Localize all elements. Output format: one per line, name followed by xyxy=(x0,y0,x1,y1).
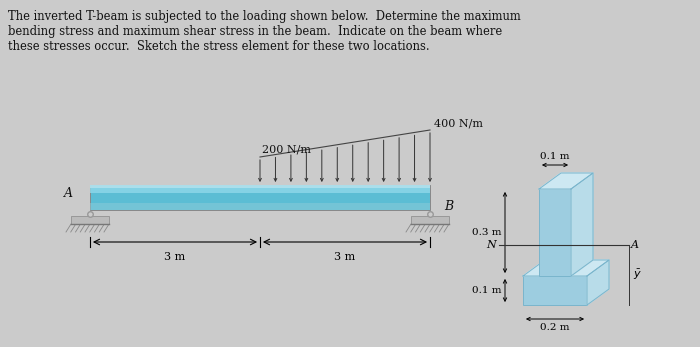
Polygon shape xyxy=(571,173,593,276)
Bar xyxy=(90,185,430,193)
Text: 0.1 m: 0.1 m xyxy=(540,152,570,161)
Polygon shape xyxy=(539,173,593,189)
Bar xyxy=(90,203,430,210)
Text: B: B xyxy=(444,200,453,212)
Bar xyxy=(539,189,571,276)
Text: $\bar{y}$: $\bar{y}$ xyxy=(633,268,642,282)
Text: 0.3 m: 0.3 m xyxy=(472,228,501,237)
Text: 200 N/m: 200 N/m xyxy=(262,144,311,154)
Text: A: A xyxy=(64,186,73,200)
Bar xyxy=(90,185,430,188)
Text: 0.1 m: 0.1 m xyxy=(472,286,501,295)
Bar xyxy=(90,185,430,210)
Text: 3 m: 3 m xyxy=(335,252,356,262)
Bar xyxy=(523,276,587,305)
Bar xyxy=(411,216,449,224)
Polygon shape xyxy=(523,260,609,276)
Text: 3 m: 3 m xyxy=(164,252,186,262)
Bar xyxy=(71,216,109,224)
Text: 0.2 m: 0.2 m xyxy=(540,323,570,332)
Text: 400 N/m: 400 N/m xyxy=(434,118,483,128)
Text: The inverted T-beam is subjected to the loading shown below.  Determine the maxi: The inverted T-beam is subjected to the … xyxy=(8,10,521,53)
Text: A: A xyxy=(631,240,639,250)
Polygon shape xyxy=(587,260,609,305)
Text: N: N xyxy=(486,240,496,250)
